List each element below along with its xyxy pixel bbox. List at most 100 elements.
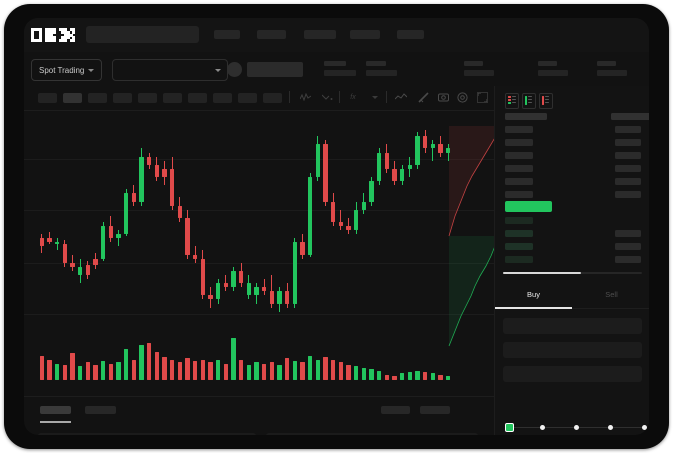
- nav-item-4[interactable]: [350, 30, 380, 39]
- bottom-tab-2[interactable]: [85, 406, 116, 414]
- camera-icon[interactable]: [436, 90, 450, 104]
- candle: [246, 110, 251, 340]
- candle-body: [208, 295, 213, 300]
- volume-bar: [216, 359, 221, 380]
- candle: [400, 110, 405, 340]
- amount-percent-slider[interactable]: [505, 423, 647, 432]
- candle-body: [116, 234, 121, 239]
- line-chart-icon[interactable]: [394, 90, 408, 104]
- trading-mode-button[interactable]: Spot Trading: [31, 59, 103, 81]
- tab-sell[interactable]: Sell: [605, 290, 618, 299]
- candle: [216, 110, 221, 340]
- candle-body: [377, 152, 382, 182]
- orderbook-ask-row[interactable]: [505, 152, 533, 159]
- nav-item-1[interactable]: [214, 30, 240, 39]
- search-input[interactable]: [86, 26, 199, 43]
- fx-icon[interactable]: fx: [350, 93, 356, 101]
- candle: [254, 110, 259, 340]
- orderbook-ask-row[interactable]: [505, 191, 533, 198]
- candle-body: [423, 136, 428, 149]
- orderbook-bid-row[interactable]: [505, 217, 533, 224]
- pair-select[interactable]: [112, 59, 228, 81]
- candle: [300, 110, 305, 340]
- nav-item-5[interactable]: [397, 30, 424, 39]
- candle-body: [369, 181, 374, 202]
- candle: [147, 110, 152, 340]
- slider-mark[interactable]: [574, 425, 579, 430]
- candle-body: [354, 209, 359, 231]
- tool-chevron-down-icon[interactable]: [368, 90, 382, 104]
- candle-body: [131, 193, 136, 202]
- orderbook-ask-row[interactable]: [505, 178, 533, 185]
- candle-body: [162, 168, 167, 178]
- candle-wick: [340, 209, 342, 231]
- nav-item-3[interactable]: [304, 30, 336, 39]
- volume-bar: [47, 359, 52, 380]
- tab-buy[interactable]: Buy: [527, 290, 540, 299]
- orderbook-scrollbar[interactable]: [503, 272, 581, 274]
- last-price: [247, 62, 303, 77]
- candle: [116, 110, 121, 340]
- orderbook-bid-row[interactable]: [505, 256, 533, 263]
- candle-body: [361, 201, 366, 210]
- orderbook-ask-row[interactable]: [505, 126, 533, 133]
- orderbook-bid-row[interactable]: [505, 243, 533, 250]
- volume-bar: [377, 370, 382, 380]
- timeframe-6[interactable]: [163, 93, 182, 103]
- timeframe-9[interactable]: [238, 93, 257, 103]
- timeframe-3[interactable]: [88, 93, 107, 103]
- timeframe-1[interactable]: [38, 93, 57, 103]
- candle-body: [93, 258, 98, 265]
- slider-mark[interactable]: [642, 425, 647, 430]
- orderbook-ask-row[interactable]: [505, 165, 533, 172]
- nav-item-2[interactable]: [257, 30, 286, 39]
- orderbook-ask-row[interactable]: [505, 139, 533, 146]
- price-field[interactable]: [503, 342, 642, 358]
- timeframe-2[interactable]: [63, 93, 82, 103]
- candle: [154, 110, 159, 340]
- orderbook-bid-row[interactable]: [505, 230, 533, 237]
- candle: [446, 110, 451, 340]
- slider-handle[interactable]: [505, 423, 514, 432]
- candle-body: [177, 205, 182, 218]
- bottom-action-2[interactable]: [420, 406, 450, 414]
- candle: [361, 110, 366, 340]
- candle: [384, 110, 389, 340]
- order-type-field[interactable]: [503, 318, 642, 334]
- volume-bar: [154, 351, 159, 380]
- volume-bar: [269, 362, 274, 380]
- timeframe-8[interactable]: [213, 93, 232, 103]
- candle-wick: [56, 238, 58, 251]
- candle: [331, 110, 336, 340]
- candle-body: [430, 144, 435, 149]
- slider-mark[interactable]: [540, 425, 545, 430]
- bottom-tab-1[interactable]: [40, 406, 71, 414]
- bottom-action-1[interactable]: [381, 406, 410, 414]
- order-form-active-tab-indicator: [495, 307, 572, 309]
- candle-body: [254, 287, 259, 296]
- timeframe-4[interactable]: [113, 93, 132, 103]
- timeframe-10[interactable]: [263, 93, 282, 103]
- candle: [62, 110, 67, 340]
- magnet-icon[interactable]: [416, 90, 430, 104]
- fullscreen-icon[interactable]: [475, 90, 489, 104]
- slider-mark[interactable]: [608, 425, 613, 430]
- orderbook-layout-bids-icon[interactable]: [522, 93, 536, 109]
- volume-bar: [108, 363, 113, 380]
- volume-bar: [131, 359, 136, 380]
- candlestick-chart[interactable]: [24, 110, 494, 340]
- settings-icon[interactable]: [455, 90, 469, 104]
- orderbook-layout-asks-icon[interactable]: [539, 93, 553, 109]
- compare-icon[interactable]: [320, 90, 334, 104]
- volume-bar: [423, 371, 428, 380]
- okx-logo-icon[interactable]: [31, 28, 76, 43]
- amount-field[interactable]: [503, 366, 642, 382]
- volume-bar: [239, 359, 244, 380]
- toolbar-divider: [289, 91, 290, 103]
- candle-body: [415, 136, 420, 165]
- timeframe-7[interactable]: [188, 93, 207, 103]
- orderbook-layout-both-icon[interactable]: [505, 93, 519, 109]
- indicator-icon[interactable]: [298, 90, 312, 104]
- candle-body: [78, 266, 83, 275]
- timeframe-5[interactable]: [138, 93, 157, 103]
